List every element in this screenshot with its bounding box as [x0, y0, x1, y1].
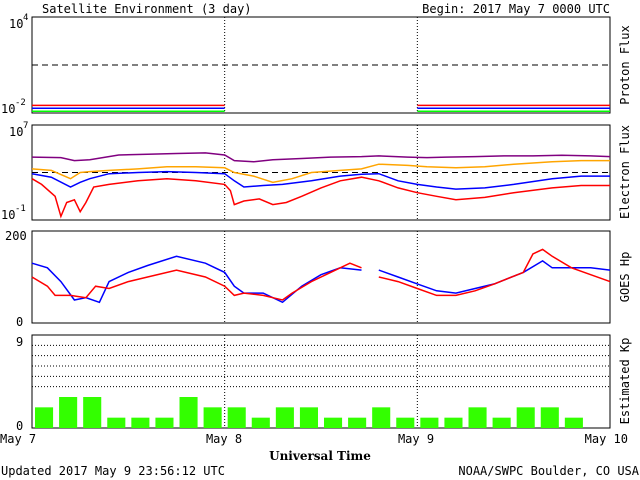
- proton-panel-label: Proton Flux: [618, 25, 632, 104]
- credit-label: NOAA/SWPC Boulder, CO USA: [458, 464, 639, 478]
- proton-ytick-top-base: 10: [9, 17, 23, 31]
- kp-bar-14: [372, 407, 391, 428]
- proton-ytick-bottom-exp: -2: [15, 98, 26, 108]
- series-orange-panel-1-seg-0: [31, 159, 610, 184]
- kp-bar-21: [540, 407, 559, 428]
- electron-ytick-bottom-base: 10: [1, 208, 15, 222]
- series-blue-panel-2-seg-0: [31, 255, 362, 304]
- xtick-may-9: May 9: [398, 432, 434, 446]
- kp-ytick-bottom: 0: [16, 419, 23, 433]
- series-blue-panel-1-seg-0: [31, 170, 610, 190]
- kp-bar-8: [227, 407, 246, 428]
- begin-label: Begin: 2017 May 7 0000 UTC: [422, 2, 610, 16]
- kp-bar-1: [59, 397, 78, 428]
- xtick-may-10: May 10: [585, 432, 628, 446]
- kp-bar-2: [83, 397, 102, 428]
- series-red-panel-2-seg-0: [31, 262, 362, 301]
- electron-ytick-top-base: 10: [9, 125, 23, 139]
- kp-bar-9: [251, 417, 270, 428]
- kp-panel-label: Estimated Kp: [618, 338, 632, 425]
- hp-panel-label: GOES Hp: [618, 252, 632, 303]
- kp-bar-15: [396, 417, 415, 428]
- kp-ytick-top: 9: [16, 335, 23, 349]
- kp-bar-19: [492, 417, 511, 428]
- electron-panel-label: Electron Flux: [618, 125, 632, 219]
- kp-bar-11: [299, 407, 318, 428]
- kp-bar-3: [107, 417, 126, 428]
- kp-bar-13: [348, 417, 367, 428]
- x-axis-title: Universal Time: [269, 449, 371, 463]
- kp-bar-18: [468, 407, 487, 428]
- kp-bar-6: [179, 397, 198, 428]
- hp-ytick-bottom: 0: [16, 315, 23, 329]
- kp-bar-12: [324, 417, 343, 428]
- hp-ytick-top: 200: [5, 229, 27, 243]
- series-blue-panel-2-seg-1: [378, 260, 611, 294]
- kp-bar-20: [516, 407, 535, 428]
- kp-bar-0: [35, 407, 54, 428]
- panel-goes-hp-frame: [31, 230, 611, 324]
- kp-bar-4: [131, 417, 150, 428]
- xtick-may-7: May 7: [0, 432, 36, 446]
- panel-proton: 10 4 10 -2 Proton Flux: [1, 13, 632, 116]
- proton-ytick-top-exp: 4: [23, 13, 28, 23]
- series-red-panel-1-seg-0: [31, 176, 610, 219]
- kp-bar-17: [444, 417, 463, 428]
- kp-bar-5: [155, 417, 174, 428]
- kp-bar-22: [564, 417, 583, 428]
- proton-ytick-bottom-base: 10: [1, 102, 15, 116]
- series-red-panel-2-seg-1: [378, 248, 611, 297]
- kp-bar-10: [275, 407, 294, 428]
- series-purple-panel-1-seg-0: [31, 152, 611, 163]
- kp-bar-16: [420, 417, 439, 428]
- updated-timestamp: Updated 2017 May 9 23:56:12 UTC: [1, 464, 225, 478]
- chart-title: Satellite Environment (3 day): [42, 2, 252, 16]
- electron-ytick-bottom-exp: -1: [15, 204, 26, 214]
- xtick-may-8: May 8: [206, 432, 242, 446]
- panel-goes-hp: 200 0 GOES Hp: [5, 229, 632, 329]
- x-axis: May 7 May 8 May 9 May 10 Universal Time: [0, 432, 628, 463]
- electron-ytick-top-exp: 7: [23, 121, 28, 131]
- panel-electron: 10 7 10 -1 Electron Flux: [1, 121, 632, 222]
- kp-bar-7: [203, 407, 222, 428]
